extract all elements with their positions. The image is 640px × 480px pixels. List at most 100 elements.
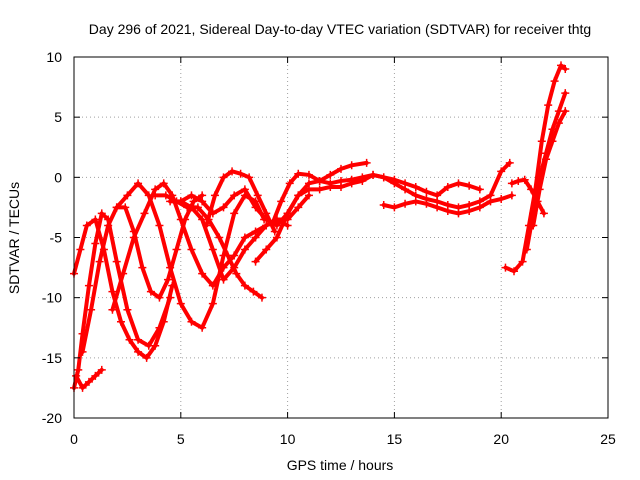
data-point-marker <box>125 335 134 344</box>
axis-ticks: 0 5 10 15 20 25 -20 -15 -10 -5 0 5 10 <box>42 49 616 447</box>
data-point-marker <box>108 287 117 296</box>
data-point-marker <box>78 347 87 356</box>
data-point-marker <box>486 197 495 206</box>
data-point-marker <box>443 207 452 216</box>
y-tick-label: 5 <box>54 109 62 125</box>
data-point-marker <box>219 173 228 182</box>
data-point-marker <box>390 203 399 212</box>
data-point-marker <box>208 245 217 254</box>
data-point-marker <box>142 353 151 362</box>
data-point-marker <box>236 169 245 178</box>
data-point-marker <box>166 293 175 302</box>
data-point-marker <box>550 77 559 86</box>
data-point-marker <box>422 187 431 196</box>
data-point-marker <box>554 119 563 128</box>
data-point-marker <box>262 209 271 218</box>
data-point-marker <box>91 371 100 380</box>
data-point-marker <box>561 107 570 116</box>
data-point-marker <box>187 317 196 326</box>
data-point-marker <box>228 167 237 176</box>
series-track-10 <box>176 191 313 284</box>
data-point-marker <box>91 239 100 248</box>
data-point-marker <box>561 65 570 74</box>
data-point-marker <box>507 179 516 188</box>
data-point-marker <box>123 305 132 314</box>
data-point-marker <box>134 335 143 344</box>
data-point-marker <box>232 269 241 278</box>
data-point-marker <box>544 101 553 110</box>
data-point-marker <box>240 245 249 254</box>
data-point-marker <box>123 191 132 200</box>
data-point-marker <box>251 203 260 212</box>
data-point-marker <box>240 233 249 242</box>
data-point-marker <box>294 191 303 200</box>
data-point-marker <box>87 305 96 314</box>
data-point-marker <box>155 221 164 230</box>
data-point-marker <box>129 233 138 242</box>
data-point-marker <box>401 199 410 208</box>
series-track-17 <box>507 175 548 218</box>
data-point-marker <box>176 299 185 308</box>
chart-title: Day 296 of 2021, Sidereal Day-to-day VTE… <box>89 21 591 37</box>
data-point-marker <box>465 181 474 190</box>
data-point-marker <box>155 323 164 332</box>
data-point-marker <box>97 365 106 374</box>
data-point-marker <box>315 176 324 185</box>
data-point-marker <box>507 191 516 200</box>
data-point-marker <box>198 323 207 332</box>
data-series <box>70 61 570 392</box>
y-tick-label: 0 <box>54 169 62 185</box>
data-point-marker <box>215 233 224 242</box>
data-point-marker <box>337 164 345 173</box>
data-point-marker <box>529 221 538 230</box>
data-point-marker <box>166 197 175 206</box>
data-point-marker <box>119 269 128 278</box>
data-point-marker <box>161 191 170 200</box>
y-tick-label: -20 <box>42 410 62 426</box>
data-point-marker <box>151 191 160 200</box>
data-point-marker <box>198 215 207 224</box>
data-point-marker <box>240 281 249 290</box>
data-point-marker <box>362 158 371 167</box>
data-point-marker <box>379 201 388 210</box>
data-point-marker <box>390 175 399 184</box>
data-point-marker <box>537 137 546 146</box>
data-point-marker <box>475 185 484 194</box>
series-track-16 <box>529 107 570 230</box>
data-point-marker <box>112 203 121 212</box>
data-point-marker <box>219 275 228 284</box>
data-point-marker <box>187 203 196 212</box>
data-point-marker <box>475 203 484 212</box>
data-point-marker <box>210 191 219 200</box>
y-tick-label: -5 <box>50 230 63 246</box>
data-point-marker <box>144 341 153 350</box>
data-point-marker <box>112 257 121 266</box>
y-axis-label: SDTVAR / TECUs <box>6 182 22 294</box>
data-point-marker <box>108 305 117 314</box>
data-point-marker <box>95 257 104 266</box>
data-point-marker <box>315 185 324 194</box>
data-point-marker <box>140 209 149 218</box>
data-point-marker <box>155 293 164 302</box>
data-point-marker <box>304 170 313 179</box>
data-point-marker <box>514 176 523 185</box>
data-point-marker <box>198 197 207 206</box>
x-tick-label: 10 <box>280 431 296 447</box>
data-point-marker <box>411 197 420 206</box>
data-point-marker <box>347 161 356 170</box>
data-point-marker <box>172 245 181 254</box>
series-track-6 <box>108 179 292 314</box>
series-track-13 <box>379 191 516 218</box>
series-track-12 <box>268 169 484 228</box>
y-tick-label: 10 <box>46 49 62 65</box>
data-point-marker <box>294 169 303 178</box>
data-point-marker <box>134 347 143 356</box>
series-line <box>503 63 568 274</box>
data-point-marker <box>527 185 536 194</box>
data-point-marker <box>208 299 217 308</box>
data-point-marker <box>249 287 258 296</box>
x-axis-label: GPS time / hours <box>287 457 394 473</box>
data-point-marker <box>163 275 172 284</box>
data-point-marker <box>272 233 281 242</box>
